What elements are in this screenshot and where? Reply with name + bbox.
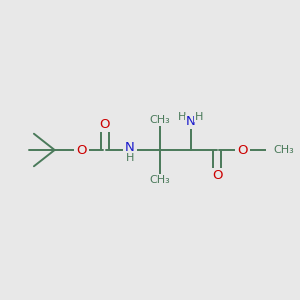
Text: CH₃: CH₃ — [273, 145, 294, 155]
Bar — [123, 153, 137, 165]
Text: H: H — [178, 112, 187, 122]
Bar — [210, 169, 225, 181]
Bar — [152, 174, 167, 185]
Text: CH₃: CH₃ — [149, 116, 170, 125]
Bar — [123, 142, 137, 154]
Text: O: O — [100, 118, 110, 131]
Bar — [266, 144, 281, 156]
Text: O: O — [237, 143, 247, 157]
Bar — [235, 144, 250, 156]
Bar — [183, 116, 198, 128]
Bar — [152, 115, 167, 126]
Text: H: H — [195, 112, 203, 122]
Text: O: O — [212, 169, 223, 182]
Bar — [194, 112, 203, 121]
Text: CH₃: CH₃ — [149, 175, 170, 184]
Text: N: N — [125, 141, 135, 154]
Text: H: H — [126, 153, 134, 163]
Text: N: N — [186, 116, 196, 128]
Bar — [98, 119, 112, 131]
Bar — [178, 112, 187, 121]
Text: O: O — [76, 143, 86, 157]
Bar — [74, 144, 88, 156]
